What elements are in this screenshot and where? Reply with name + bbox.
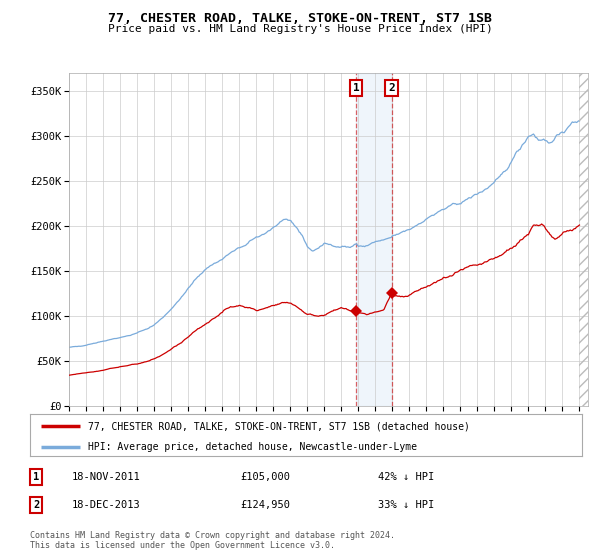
Text: Contains HM Land Registry data © Crown copyright and database right 2024.
This d: Contains HM Land Registry data © Crown c… bbox=[30, 531, 395, 550]
Bar bbox=[356, 73, 392, 406]
Text: 42% ↓ HPI: 42% ↓ HPI bbox=[378, 472, 434, 482]
Text: £124,950: £124,950 bbox=[240, 500, 290, 510]
Text: 33% ↓ HPI: 33% ↓ HPI bbox=[378, 500, 434, 510]
Text: HPI: Average price, detached house, Newcastle-under-Lyme: HPI: Average price, detached house, Newc… bbox=[88, 442, 417, 452]
Text: 2: 2 bbox=[33, 500, 39, 510]
Text: Price paid vs. HM Land Registry's House Price Index (HPI): Price paid vs. HM Land Registry's House … bbox=[107, 24, 493, 34]
Text: 77, CHESTER ROAD, TALKE, STOKE-ON-TRENT, ST7 1SB: 77, CHESTER ROAD, TALKE, STOKE-ON-TRENT,… bbox=[108, 12, 492, 25]
Text: 77, CHESTER ROAD, TALKE, STOKE-ON-TRENT, ST7 1SB (detached house): 77, CHESTER ROAD, TALKE, STOKE-ON-TRENT,… bbox=[88, 421, 470, 431]
Bar bbox=[580, 73, 588, 406]
Text: 1: 1 bbox=[33, 472, 39, 482]
Text: 1: 1 bbox=[353, 83, 359, 93]
Text: 18-DEC-2013: 18-DEC-2013 bbox=[72, 500, 141, 510]
Text: 18-NOV-2011: 18-NOV-2011 bbox=[72, 472, 141, 482]
Text: £105,000: £105,000 bbox=[240, 472, 290, 482]
Text: 2: 2 bbox=[388, 83, 395, 93]
